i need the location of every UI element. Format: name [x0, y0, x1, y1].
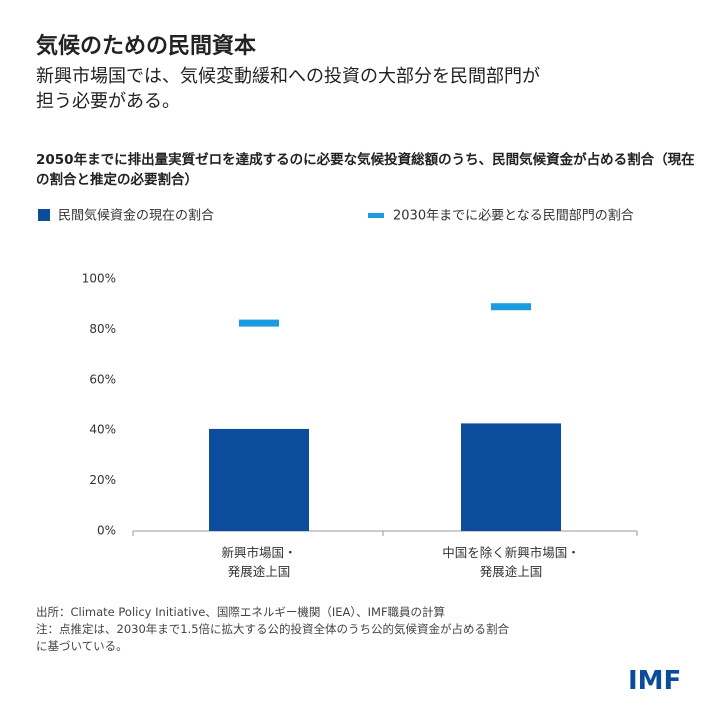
- y-tick-label: 80%: [89, 322, 116, 336]
- title: 気候のための民間資本: [36, 34, 257, 59]
- logo: IMF: [628, 666, 682, 696]
- y-tick-label: 40%: [89, 423, 116, 437]
- bar: [209, 428, 309, 531]
- legend-swatch: [38, 209, 50, 221]
- legend-label: 2030年までに必要となる民間部門の割合: [393, 208, 634, 224]
- marker: [491, 303, 531, 311]
- y-tick-label: 20%: [89, 473, 116, 487]
- legend-swatch: [368, 213, 384, 218]
- legend-label: 民間気候資金の現在の割合: [58, 208, 214, 224]
- marker: [239, 319, 279, 327]
- chart-title: 2050年までに排出量実質ゼロを達成するのに必要な気候投資総額のうち、民間気候資…: [36, 152, 695, 188]
- y-tick-label: 60%: [89, 372, 116, 386]
- bar: [461, 423, 561, 531]
- subtitle: 新興市場国では、気候変動緩和への投資の大部分を民間部門が 担う必要がある。: [36, 66, 540, 112]
- source: 出所：Climate Policy Initiative、国際エネルギー機関（I…: [36, 605, 446, 619]
- y-tick-label: 100%: [82, 272, 116, 286]
- x-tick-label: 新興市場国・ 発展途上国: [221, 545, 297, 579]
- y-tick-label: 0%: [97, 524, 116, 538]
- note: 注：点推定は、2030年まで1.5倍に拡大する公的投資全体のうち公的気候資金が占…: [36, 622, 510, 653]
- x-tick-label: 中国を除く新興市場国・ 発展途上国: [442, 545, 580, 579]
